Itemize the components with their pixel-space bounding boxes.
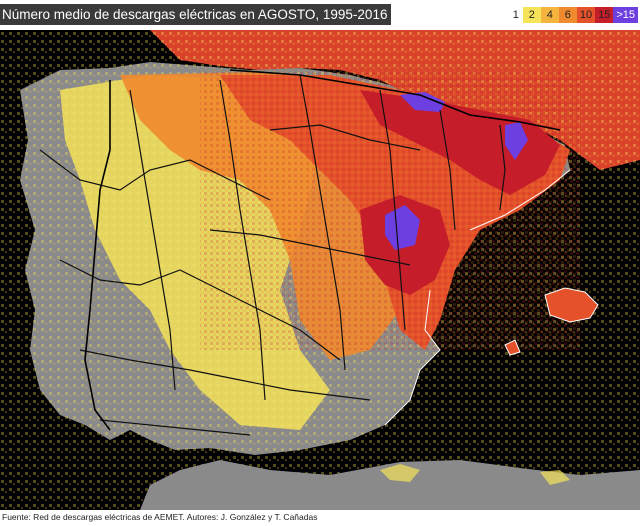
legend-bin-6: 6 [558,7,577,23]
legend-bin-4: 4 [540,7,559,23]
map-title: Número medio de descargas eléctricas en … [0,4,392,25]
legend-bin-2: 2 [522,7,541,23]
zone-extreme-catalonia [505,122,528,160]
zone-extreme-pyrenees [400,92,445,112]
legend-first-label: 1 [512,9,519,21]
province-borders [39,74,506,436]
north-africa-land [140,460,640,510]
zone-very-high-pyrenees [360,90,560,195]
balearic-islands [504,287,599,356]
color-legend: 1 2 4 6 10 15 >15 [513,7,638,23]
lightning-density-map [0,30,640,510]
source-credit: Fuente: Red de descargas eléctricas de A… [2,512,318,522]
legend-bin-10: 10 [576,7,596,23]
map-svg [0,30,640,510]
zone-extreme-teruel [385,205,420,250]
country-borders [84,69,561,431]
legend-bin-15: 15 [595,7,614,23]
coastline [384,169,571,426]
legend-bin-over-15: >15 [613,7,638,23]
north-africa-dots [380,464,570,485]
